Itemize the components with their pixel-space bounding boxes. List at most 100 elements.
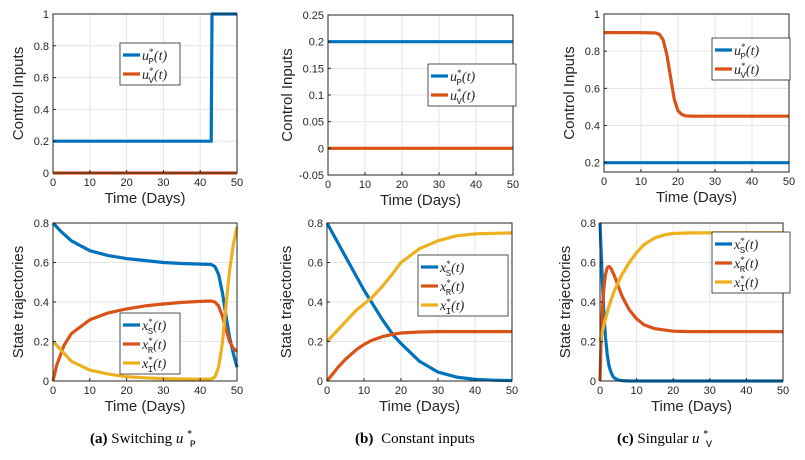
caption-c-text: Singular [637, 431, 692, 447]
x-tick-label: 50 [783, 176, 795, 188]
series-line-r [51, 299, 239, 382]
legend-entry: x* R(t) [141, 336, 167, 356]
legend-entry: u* V(t) [450, 87, 475, 107]
caption-b: (b) Constant inputs [355, 431, 475, 447]
y-tick-label: 0.15 [303, 63, 324, 75]
y-tick-label: 1 [43, 9, 49, 21]
legend-box [711, 37, 791, 81]
x-tick-label: 40 [740, 385, 752, 397]
caption-c-var-sup: * [703, 429, 708, 440]
svg-text:(b) Constant inputs: (b) Constant inputs [355, 431, 475, 447]
y-tick-label: 0 [43, 376, 49, 388]
x-tick-label: 40 [746, 176, 758, 188]
y-tick-label: 1 [594, 9, 600, 21]
y-tick-label: 0.2 [585, 158, 600, 170]
x-axis-label: Time (Days) [104, 190, 185, 207]
x-axis-label: Time (Days) [379, 398, 460, 415]
y-tick-label: 0.6 [308, 258, 323, 270]
caption-c-var-sub: V [706, 440, 712, 451]
y-tick-label: 0.6 [34, 258, 49, 270]
legend: u* P(t)u* V(t) [427, 63, 517, 107]
legend-entry: x* R(t) [439, 278, 465, 298]
y-tick-label: 0.6 [34, 73, 49, 85]
y-tick-label: 0.8 [581, 218, 596, 230]
x-axis-label: Time (Days) [104, 398, 185, 415]
legend-entry: x* S(t) [439, 259, 465, 279]
y-tick-label: 0.6 [585, 83, 600, 95]
x-tick-label: 40 [194, 177, 206, 189]
legend-entry: x* I(t) [141, 355, 167, 375]
y-tick-label: 0.8 [308, 218, 323, 230]
svg-text:(a) Switching u: (a) Switching u * P [90, 425, 196, 451]
x-tick-label: 0 [597, 385, 603, 397]
x-tick-label: 10 [84, 177, 96, 189]
x-tick-label: 20 [120, 177, 132, 189]
plot-area [53, 14, 237, 173]
chart-c-top: 0 10 20 30 40 50 0.2 0.4 0.6 0.8 1 Time (Days) Contr… [561, 9, 795, 206]
x-tick-label: 0 [324, 385, 330, 397]
y-tick-label: 0 [43, 168, 49, 180]
caption-b-label: (b) [355, 431, 373, 447]
y-tick-label: 0.2 [308, 337, 323, 349]
y-tick-label: 0.4 [581, 297, 596, 309]
x-tick-label: 20 [672, 176, 684, 188]
legend-entry: x* I(t) [733, 274, 759, 294]
y-axis-label: Control Inputs [561, 46, 578, 139]
y-axis-label: State trajectories [278, 246, 295, 359]
caption-a: (a) Switching u * P [90, 425, 196, 451]
series-line-s [51, 221, 239, 368]
series-line-i [51, 226, 239, 381]
caption-a-var-sup: * [187, 429, 192, 440]
y-tick-label: 0.2 [309, 37, 324, 49]
x-tick-label: 30 [433, 179, 445, 191]
chart-b-top: 0 10 20 30 40 50-0.0500.050.10.150.20.25Time … [279, 10, 519, 209]
caption-b-text: Constant inputs [381, 431, 475, 447]
x-tick-label: 50 [231, 177, 243, 189]
chart-a-top: 0 10 20 30 40 50 0 0.2 0.4 0.6 0.8 1 Time (Days) Cont… [10, 9, 243, 207]
y-tick-label: 0.8 [585, 46, 600, 58]
legend: u* P(t)u* V(t) [711, 37, 791, 81]
x-tick-label: 30 [157, 385, 169, 397]
caption-a-var-sub: P [190, 440, 196, 451]
axes-box [52, 13, 238, 174]
x-tick-label: 20 [667, 385, 679, 397]
y-tick-label: 0.25 [303, 10, 324, 22]
legend-entry: u* V(t) [734, 61, 759, 81]
legend: x* S(t)x* R(t)x* I(t) [417, 254, 509, 317]
caption-a-text: Switching [111, 431, 176, 447]
legend-box [119, 42, 181, 86]
x-tick-label: 50 [507, 179, 519, 191]
chart-a-bottom: 0 10 20 30 40 50 0 0.2 0.4 0.6 0.8 Time (Days) State… [10, 218, 243, 415]
y-tick-label: 0.4 [308, 297, 323, 309]
x-tick-label: 20 [120, 385, 132, 397]
y-tick-label: 0.4 [34, 104, 49, 116]
y-tick-label: 0.2 [34, 136, 49, 148]
caption-c-var: u [692, 431, 700, 447]
series-line-r [598, 264, 783, 382]
x-tick-label: 30 [704, 385, 716, 397]
x-tick-label: 40 [194, 385, 206, 397]
caption-a-label: (a) [90, 431, 108, 447]
y-axis-label: State trajectories [10, 246, 27, 359]
caption-c: (c) Singular u * V [617, 429, 712, 451]
y-tick-label: 0.4 [34, 297, 49, 309]
x-tick-label: 50 [777, 385, 789, 397]
x-tick-label: 40 [470, 179, 482, 191]
x-tick-label: 50 [506, 385, 518, 397]
legend: x* S(t)x* R(t)x* I(t) [711, 231, 791, 294]
y-tick-label: 0.2 [34, 337, 49, 349]
caption-a-var: u [176, 431, 184, 447]
x-tick-label: 30 [709, 176, 721, 188]
series-line-i [598, 231, 783, 342]
x-tick-label: 0 [601, 176, 607, 188]
legend: x* S(t)x* R(t)x* I(t) [119, 312, 181, 375]
y-axis-label: State trajectories [557, 246, 574, 359]
x-tick-label: 10 [630, 385, 642, 397]
x-tick-label: 10 [359, 179, 371, 191]
x-tick-label: 50 [231, 385, 243, 397]
y-axis-label: Control Inputs [279, 48, 296, 141]
legend-entry: x* S(t) [141, 317, 167, 337]
legend-entry: u* P(t) [734, 42, 759, 62]
legend-entry: u* V(t) [142, 66, 167, 86]
